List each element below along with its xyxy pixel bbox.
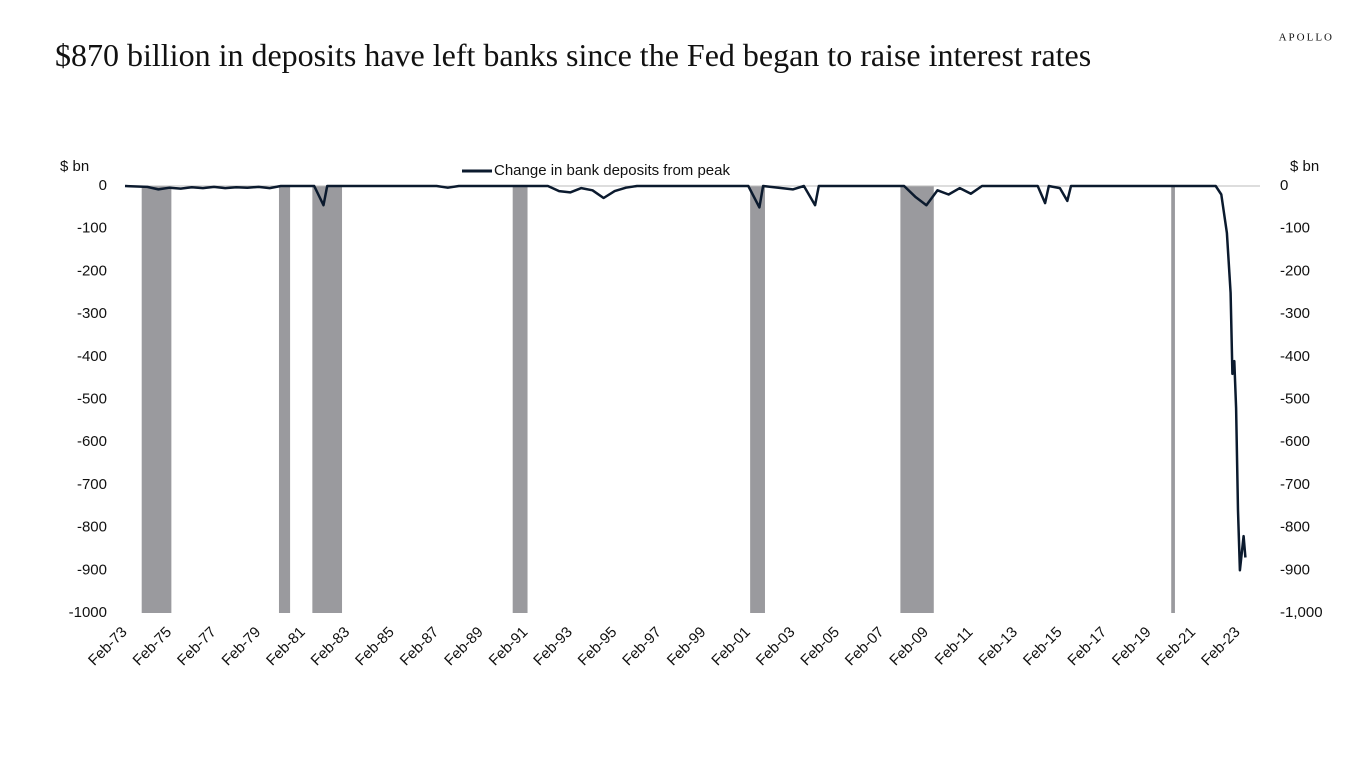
- y2-tick-label: -900: [1280, 561, 1310, 578]
- x-tick-label: Feb-01: [708, 624, 754, 670]
- x-tick-label: Feb-07: [842, 624, 888, 670]
- x-tick-label: Feb-77: [174, 624, 220, 670]
- x-tick-label: Feb-17: [1064, 624, 1110, 670]
- x-tick-label: Feb-81: [263, 624, 309, 670]
- x-tick-label: Feb-15: [1020, 624, 1066, 670]
- x-tick-label: Feb-91: [486, 624, 532, 670]
- x-tick-label: Feb-23: [1198, 624, 1244, 670]
- x-tick-label: Feb-03: [753, 624, 799, 670]
- recession-band: [512, 186, 528, 613]
- x-tick-label: Feb-97: [619, 624, 665, 670]
- x-tick-label: Feb-11: [932, 624, 977, 669]
- y2-tick-label: -1,000: [1280, 604, 1323, 621]
- x-tick-label: Feb-05: [797, 624, 843, 670]
- y2-tick-label: 0: [1280, 177, 1288, 194]
- x-tick-label: Feb-99: [664, 624, 710, 670]
- y2-axis-label: $ bn: [1290, 158, 1319, 175]
- y-tick-label: -100: [77, 220, 107, 237]
- y2-tick-label: -300: [1280, 305, 1310, 322]
- recession-band: [278, 186, 291, 613]
- chart-title: $870 billion in deposits have left banks…: [55, 37, 1091, 73]
- x-tick-label: Feb-09: [886, 624, 932, 670]
- y-tick-label: 0: [99, 177, 107, 194]
- y-tick-label: -800: [77, 519, 107, 536]
- x-tick-label: Feb-19: [1109, 624, 1155, 670]
- x-tick-label: Feb-21: [1153, 624, 1199, 670]
- x-tick-label: Feb-85: [352, 624, 398, 670]
- y-tick-label: -700: [77, 476, 107, 493]
- y2-tick-label: -700: [1280, 476, 1310, 493]
- recession-band: [750, 186, 765, 613]
- x-tick-label: Feb-95: [575, 624, 621, 670]
- y-tick-label: -1000: [69, 604, 107, 621]
- y-tick-label: -200: [77, 262, 107, 279]
- y2-tick-label: -800: [1280, 519, 1310, 536]
- y-tick-label: -300: [77, 305, 107, 322]
- y2-tick-label: -500: [1280, 390, 1310, 407]
- y-tick-label: -500: [77, 390, 107, 407]
- y2-tick-label: -100: [1280, 220, 1310, 237]
- y-axis-label: $ bn: [60, 158, 89, 175]
- x-tick-label: Feb-73: [85, 624, 131, 670]
- y-tick-label: -900: [77, 561, 107, 578]
- line-series: [124, 184, 1247, 572]
- y-tick-label: -600: [77, 433, 107, 450]
- y-tick-label: -400: [77, 348, 107, 365]
- y2-tick-label: -600: [1280, 433, 1310, 450]
- x-tick-label: Feb-83: [308, 624, 354, 670]
- recession-band: [900, 186, 934, 613]
- brand: APOLLO: [1279, 32, 1334, 44]
- x-tick-label: Feb-75: [130, 624, 176, 670]
- recession-band: [141, 186, 172, 613]
- legend-label: Change in bank deposits from peak: [494, 162, 730, 179]
- x-tick-label: Feb-13: [975, 624, 1021, 670]
- recession-band: [312, 186, 343, 613]
- x-tick-label: Feb-79: [219, 624, 265, 670]
- y2-tick-label: -200: [1280, 262, 1310, 279]
- recession-band: [1171, 186, 1175, 613]
- x-tick-label: Feb-89: [441, 624, 487, 670]
- y2-tick-label: -400: [1280, 348, 1310, 365]
- x-tick-label: Feb-87: [397, 624, 443, 670]
- x-tick-label: Feb-93: [530, 624, 576, 670]
